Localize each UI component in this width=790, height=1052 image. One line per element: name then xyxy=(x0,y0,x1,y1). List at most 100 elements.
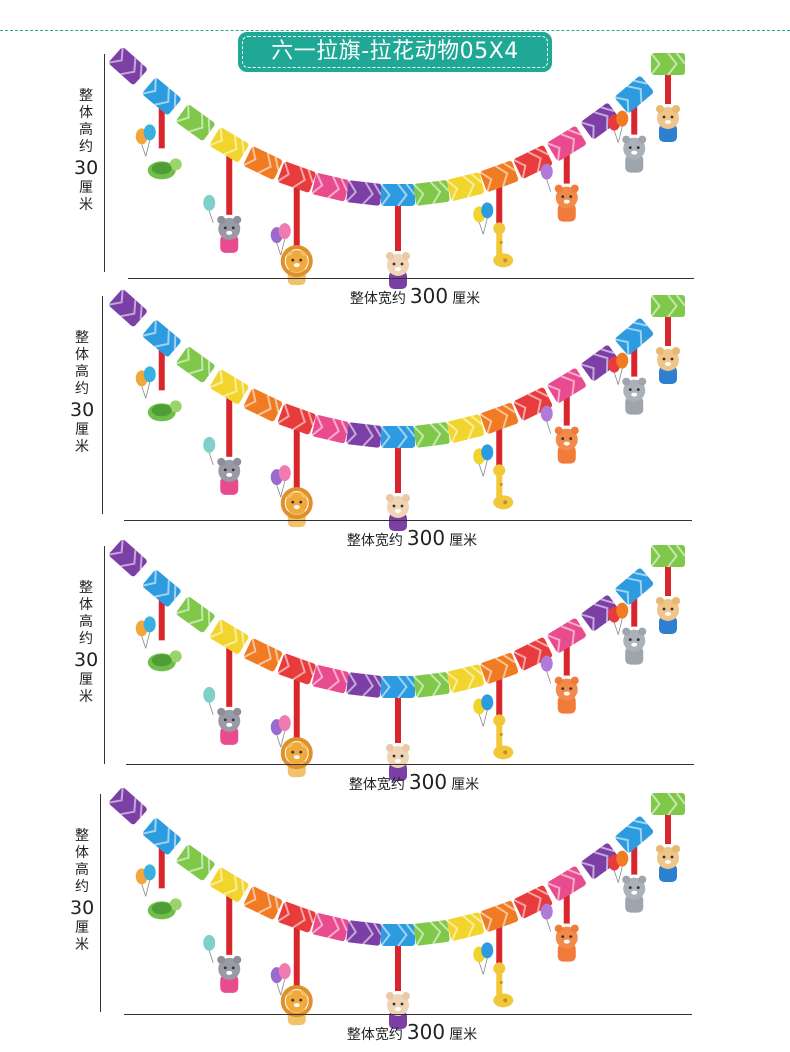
balloon-icon xyxy=(203,194,216,211)
balloon-icon xyxy=(616,110,629,127)
ribbon xyxy=(631,94,638,135)
garland-segment xyxy=(445,912,484,942)
garland-segment xyxy=(141,76,181,115)
height-char: 约 xyxy=(75,381,89,397)
garland-segment xyxy=(310,912,349,942)
garland-segment xyxy=(512,885,553,920)
garland-segment xyxy=(412,920,450,947)
width-value: 300 xyxy=(408,770,448,794)
fox-icon xyxy=(554,924,579,962)
height-dimension-line xyxy=(104,546,105,764)
ribbon xyxy=(293,669,300,740)
balloon-icon xyxy=(616,602,629,619)
garland-segment xyxy=(310,414,349,444)
ribbon xyxy=(395,195,401,251)
balloon-icon xyxy=(540,163,553,180)
ribbon xyxy=(496,916,503,967)
garland-segment xyxy=(208,866,249,902)
page-title: 六一拉旗-拉花动物05X4 xyxy=(271,39,519,64)
ribbon xyxy=(226,386,233,457)
raccoon-icon xyxy=(217,215,242,253)
garland-segment xyxy=(208,368,249,404)
garland-segment xyxy=(141,816,181,855)
balloon-icon xyxy=(481,202,494,219)
height-char: 体 xyxy=(75,347,89,363)
height-char: 整 xyxy=(79,580,93,596)
balloon-icon xyxy=(278,223,291,240)
height-unit-char: 厘 xyxy=(79,180,93,196)
ribbon xyxy=(293,419,300,490)
ribbon xyxy=(665,804,671,844)
turtle-icon xyxy=(147,400,182,422)
raccoon-icon xyxy=(217,707,242,745)
height-char: 体 xyxy=(79,597,93,613)
balloon-icon xyxy=(540,903,553,920)
height-value: 30 xyxy=(70,897,95,919)
balloon-icon xyxy=(278,715,291,732)
height-char: 高 xyxy=(75,862,89,878)
ribbon xyxy=(496,176,503,227)
ribbon xyxy=(496,418,503,469)
garland-segment xyxy=(310,172,349,202)
giraffe-icon xyxy=(493,464,514,510)
title-badge: 六一拉旗-拉花动物05X4 xyxy=(238,32,552,72)
garland-segment xyxy=(345,179,383,206)
cat-icon xyxy=(386,252,410,289)
width-dimension-label: 整体宽约 300 厘米 xyxy=(312,526,512,550)
height-unit-char: 厘 xyxy=(75,422,89,438)
balloon-icon xyxy=(278,963,291,980)
width-dimension-label: 整体宽约 300 厘米 xyxy=(315,284,515,308)
garland-segment xyxy=(380,183,416,207)
ribbon xyxy=(665,64,671,104)
height-unit-char: 米 xyxy=(75,439,89,455)
bear-icon xyxy=(656,347,680,384)
ribbon xyxy=(563,635,570,676)
garland-segment xyxy=(276,160,316,193)
height-dimension-line xyxy=(102,296,103,514)
garland-segment xyxy=(242,145,283,180)
height-char: 整 xyxy=(75,828,89,844)
garland-segment xyxy=(478,901,519,933)
garland-segment xyxy=(242,885,283,920)
garland-segment xyxy=(141,568,181,607)
garland-segment xyxy=(650,52,686,76)
balloon-icon xyxy=(616,352,629,369)
height-char: 体 xyxy=(79,105,93,121)
giraffe-icon xyxy=(493,714,514,760)
ribbon xyxy=(395,437,401,493)
width-dimension-line xyxy=(128,278,694,279)
garland-segment xyxy=(579,345,620,383)
width-unit: 厘米 xyxy=(449,1027,478,1043)
raccoon-icon xyxy=(217,955,242,993)
height-char: 约 xyxy=(75,879,89,895)
garland-segment xyxy=(512,145,553,180)
giraffe-icon xyxy=(493,222,514,268)
fox-icon xyxy=(554,676,579,714)
garland-segment xyxy=(650,544,686,568)
garland-segment xyxy=(579,595,620,633)
garland-segment xyxy=(412,672,450,699)
garland-segment xyxy=(613,318,654,357)
garland-segment xyxy=(107,46,147,85)
width-value: 300 xyxy=(406,526,446,550)
ribbon xyxy=(293,177,300,248)
cat-icon xyxy=(386,494,410,531)
ribbon xyxy=(395,935,401,991)
garland-segment xyxy=(345,671,383,698)
balloon-icon xyxy=(540,655,553,672)
ribbon xyxy=(226,884,233,955)
height-char: 约 xyxy=(79,139,93,155)
garland-segment xyxy=(412,180,450,207)
garland-segment xyxy=(276,652,316,685)
garland-segment xyxy=(345,421,383,448)
balloon-icon xyxy=(540,405,553,422)
garland-segment xyxy=(650,294,686,318)
balloon-icon xyxy=(481,942,494,959)
width-unit: 厘米 xyxy=(452,291,481,307)
width-prefix: 整体宽约 xyxy=(346,1027,403,1043)
garland-segment xyxy=(613,816,654,855)
garland-segment xyxy=(174,595,215,633)
height-value: 30 xyxy=(70,399,95,421)
garland-segment xyxy=(345,919,383,946)
width-dimension-line xyxy=(124,520,692,521)
